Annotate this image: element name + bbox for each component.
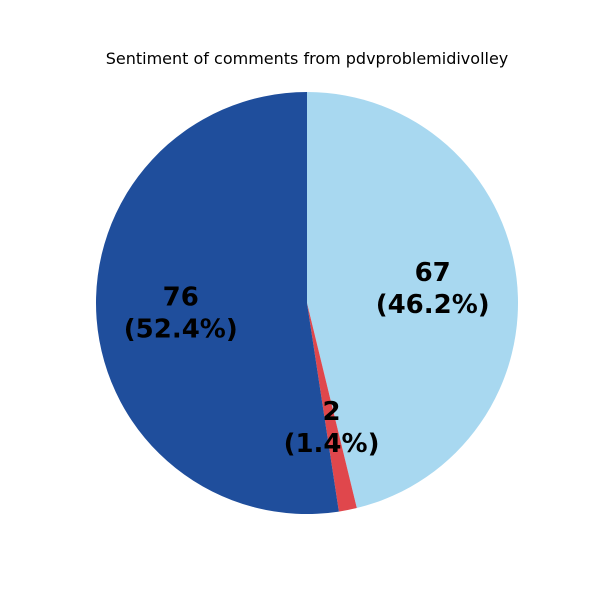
slice-label-0: 67 (46.2%) [376, 258, 490, 320]
chart-title: Sentiment of comments from pdvproblemidi… [106, 49, 509, 68]
pie-slice-1 [307, 303, 357, 512]
pie-slices [96, 92, 519, 514]
slice-count-label-2: 76 [163, 283, 199, 313]
slice-count-label-0: 67 [415, 258, 451, 288]
pie-slice-0 [307, 92, 519, 509]
slice-percent-label-1: (1.4%) [284, 429, 380, 459]
slice-label-2: 76 (52.4%) [124, 283, 238, 345]
slice-label-1: 2 (1.4%) [284, 397, 380, 459]
pie-slice-2 [96, 92, 339, 514]
slice-count-label-1: 2 [322, 397, 340, 427]
slice-percent-label-0: (46.2%) [376, 290, 490, 320]
pie-labels: 67 (46.2%) 2 (1.4%) 76 (52.4%) [124, 258, 490, 459]
slice-percent-label-2: (52.4%) [124, 315, 238, 345]
